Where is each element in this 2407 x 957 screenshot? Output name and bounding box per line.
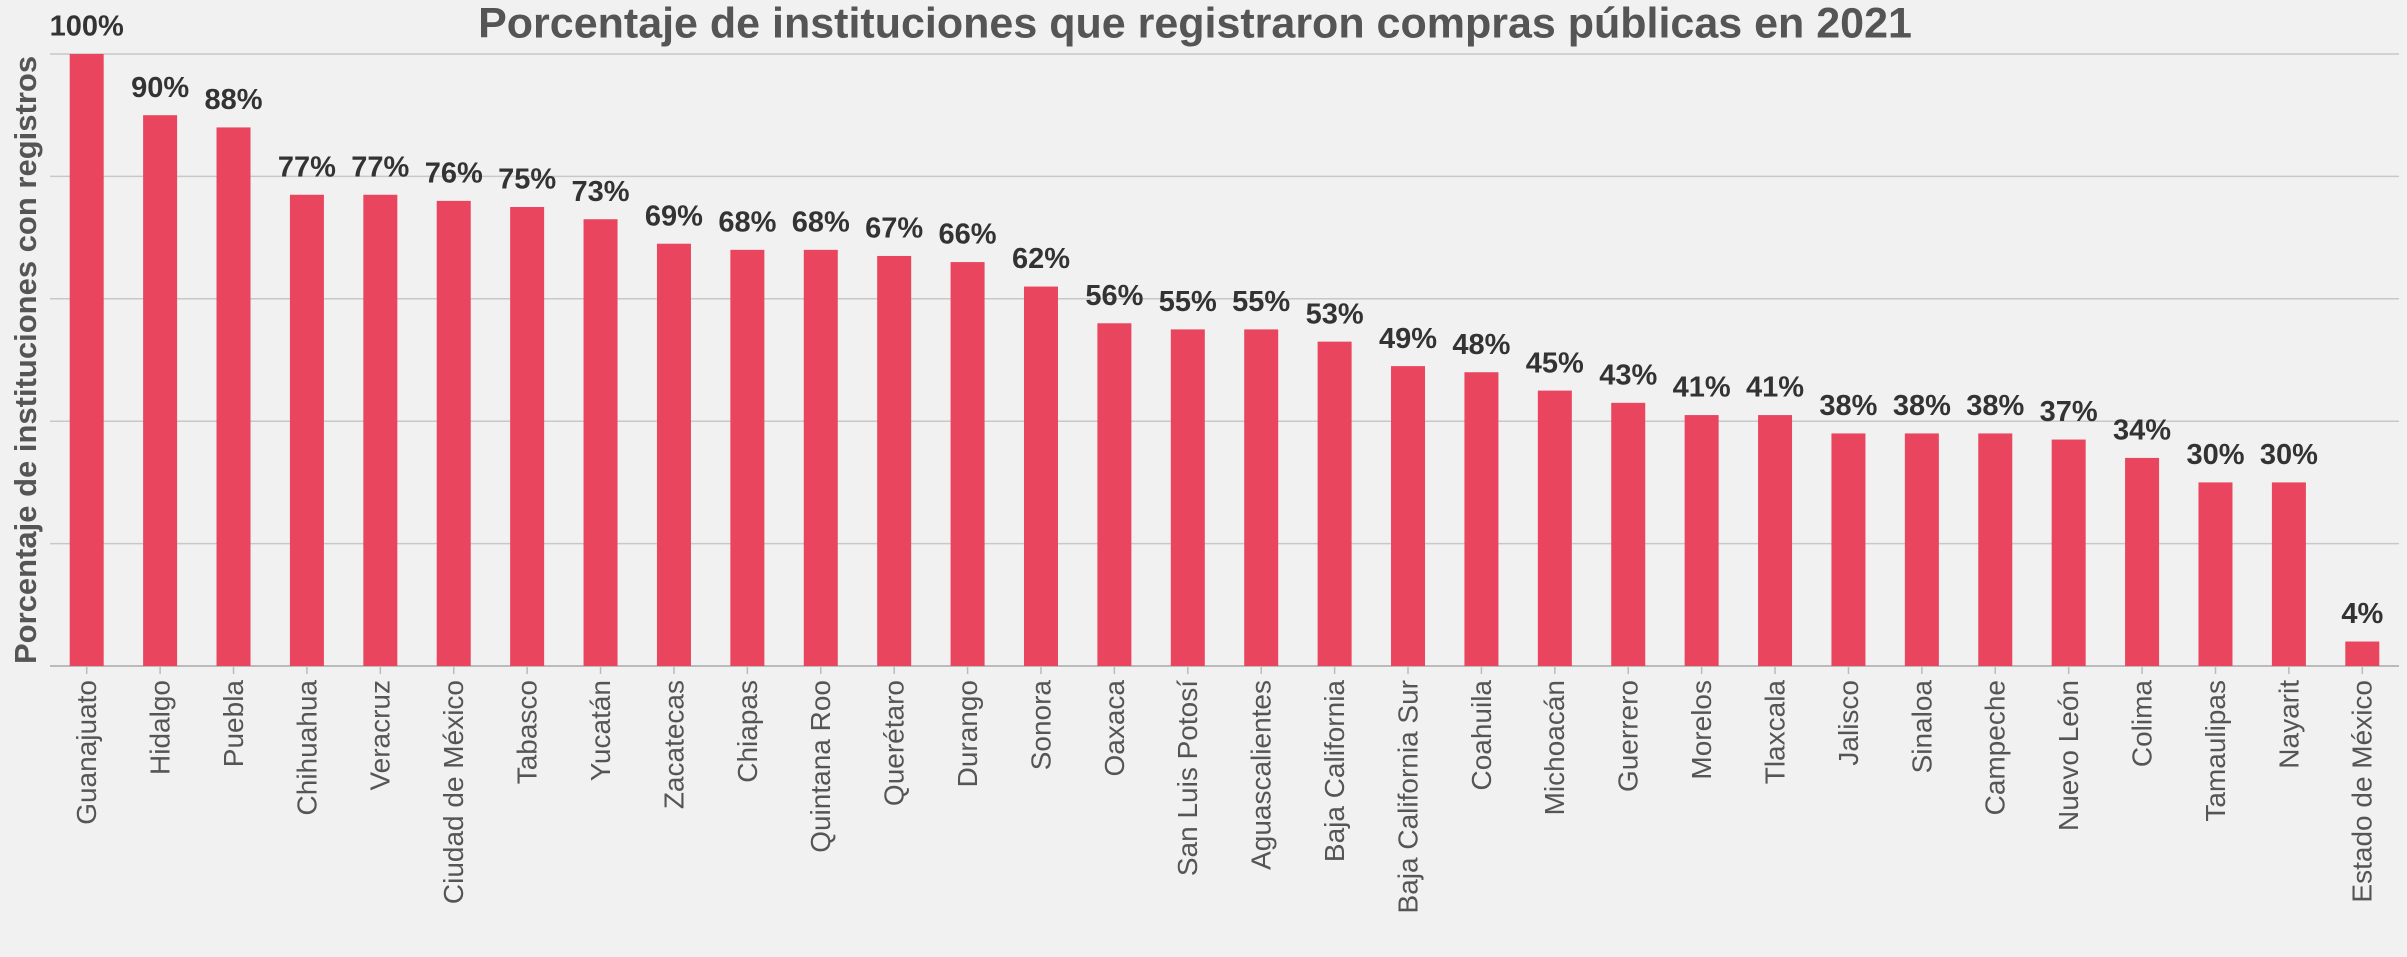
bar	[363, 194, 398, 666]
value-label: 49%	[1379, 323, 1437, 355]
value-label: 37%	[2040, 396, 2098, 428]
value-label: 68%	[792, 206, 850, 238]
x-tick-label: Michoacán	[1539, 680, 1570, 815]
value-label: 38%	[1966, 390, 2024, 422]
value-label: 43%	[1599, 359, 1657, 391]
x-tick-label: Tlaxcala	[1759, 680, 1790, 785]
value-label: 62%	[1012, 243, 1070, 275]
bar	[1611, 402, 1646, 666]
value-label: 75%	[498, 164, 556, 196]
bar	[1244, 329, 1279, 666]
x-tick-label: Ciudad de México	[438, 680, 469, 904]
x-tick-label: Aguascalientes	[1246, 680, 1277, 870]
bar	[583, 219, 618, 667]
bar	[1023, 286, 1058, 666]
bar	[289, 194, 324, 666]
x-tick-label: Guanajuato	[71, 680, 102, 825]
x-tick-label: Puebla	[218, 680, 249, 768]
x-tick-label: Chihuahua	[291, 680, 322, 816]
bar	[730, 249, 765, 666]
x-tick-label: Tamaulipas	[2200, 680, 2231, 822]
value-label: 55%	[1232, 286, 1290, 318]
value-label: 66%	[939, 219, 997, 251]
bar	[436, 200, 471, 666]
bar	[2198, 482, 2233, 666]
x-tick-label: Jalisco	[1833, 680, 1864, 766]
x-tick-label: Querétaro	[879, 680, 910, 806]
value-label: 30%	[2260, 439, 2318, 471]
x-tick-label: Baja California Sur	[1392, 680, 1423, 913]
x-tick-label: Colima	[2126, 680, 2157, 768]
bar	[2345, 641, 2380, 666]
value-label: 48%	[1452, 329, 1510, 361]
x-tick-label: Sinaloa	[1906, 680, 1937, 774]
x-tick-label: Durango	[952, 680, 983, 787]
x-tick-label: Zacatecas	[658, 680, 689, 809]
x-tick-label: Quintana Roo	[805, 680, 836, 853]
bar	[877, 255, 912, 666]
bar	[143, 115, 178, 666]
value-label: 100%	[50, 11, 124, 43]
value-label: 73%	[572, 176, 630, 208]
x-tick-label: Yucatán	[585, 680, 616, 781]
x-tick-label: Tabasco	[512, 680, 543, 784]
value-label: 4%	[2341, 598, 2383, 630]
value-label: 55%	[1159, 286, 1217, 318]
y-axis-label: Porcentaje de instituciones con registro…	[8, 56, 43, 664]
x-tick-label: Sonora	[1025, 680, 1056, 771]
x-tick-label: Oaxaca	[1099, 680, 1130, 777]
value-label: 30%	[2186, 439, 2244, 471]
value-label: 77%	[351, 151, 409, 183]
x-tick-label: Campeche	[1980, 680, 2011, 815]
x-tick-label: Nayarit	[2273, 680, 2304, 769]
bar	[1464, 372, 1499, 666]
bar	[1391, 366, 1426, 666]
value-label: 67%	[865, 213, 923, 245]
x-tick-label: Nuevo León	[2053, 680, 2084, 831]
bar	[69, 54, 104, 666]
bar	[1831, 433, 1866, 666]
bar	[950, 262, 985, 666]
value-label: 68%	[718, 206, 776, 238]
value-label: 69%	[645, 200, 703, 232]
value-label: 88%	[204, 84, 262, 116]
x-tick-label: Estado de México	[2347, 680, 2378, 903]
x-tick-label: Guerrero	[1613, 680, 1644, 792]
bar	[2271, 482, 2306, 666]
bar	[1684, 415, 1719, 666]
value-label: 56%	[1085, 280, 1143, 312]
bar	[2125, 457, 2160, 666]
bar	[1170, 329, 1205, 666]
value-label: 38%	[1893, 390, 1951, 422]
x-tick-label: Hidalgo	[145, 680, 176, 775]
value-label: 45%	[1526, 347, 1584, 379]
bar	[1978, 433, 2013, 666]
bar	[2051, 439, 2086, 666]
value-label: 34%	[2113, 415, 2171, 447]
value-label: 38%	[1819, 390, 1877, 422]
value-label: 41%	[1673, 372, 1731, 404]
bar	[1097, 323, 1132, 666]
bar	[1904, 433, 1939, 666]
bar	[803, 249, 838, 666]
x-tick-label: Coahuila	[1466, 680, 1497, 791]
value-label: 53%	[1306, 298, 1364, 330]
bar	[656, 243, 691, 666]
x-tick-label: Baja California	[1319, 680, 1350, 863]
x-tick-label: Morelos	[1686, 680, 1717, 780]
value-label: 76%	[425, 158, 483, 190]
value-label: 77%	[278, 151, 336, 183]
bar	[1537, 390, 1572, 666]
bar	[1317, 341, 1352, 666]
bar	[1758, 415, 1793, 666]
x-tick-label: Veracruz	[365, 680, 396, 791]
bar	[510, 207, 545, 666]
value-label: 90%	[131, 72, 189, 104]
x-tick-label: San Luis Potosí	[1172, 680, 1203, 876]
value-label: 41%	[1746, 372, 1804, 404]
bar	[216, 127, 251, 666]
x-tick-label: Chiapas	[732, 680, 763, 783]
chart-title: Porcentaje de instituciones que registra…	[478, 0, 1912, 47]
